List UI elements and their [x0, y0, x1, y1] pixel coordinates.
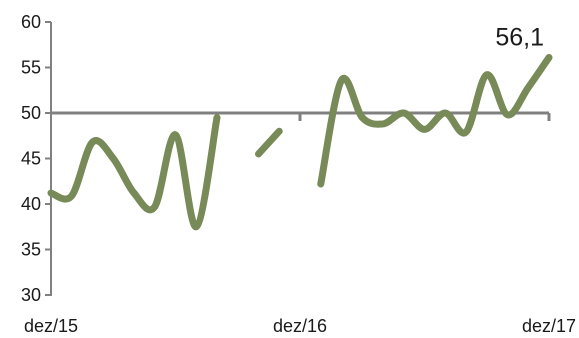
- x-tick-label: dez/16: [273, 316, 327, 336]
- series-line-segment: [47, 114, 221, 231]
- y-axis: 30 35 40 45 50 55 60: [21, 12, 52, 305]
- y-tick-label: 45: [21, 149, 41, 169]
- y-tick-label: 55: [21, 58, 41, 78]
- series-group: [47, 53, 553, 231]
- annotation-group: 56,1: [495, 23, 544, 51]
- y-tick-label: 60: [21, 12, 41, 32]
- reference-line-group: [51, 111, 551, 121]
- y-tick-label: 50: [21, 103, 41, 123]
- y-tick-label: 30: [21, 285, 41, 305]
- series-line-segment: [255, 127, 283, 158]
- x-axis: dez/15 dez/16 dez/17: [24, 294, 576, 336]
- x-tick-label: dez/15: [24, 316, 78, 336]
- y-tick-label: 40: [21, 194, 41, 214]
- y-tick-label: 35: [21, 240, 41, 260]
- data-label: 56,1: [495, 23, 544, 51]
- x-tick-label: dez/17: [522, 316, 576, 336]
- series-line-segment: [317, 53, 553, 188]
